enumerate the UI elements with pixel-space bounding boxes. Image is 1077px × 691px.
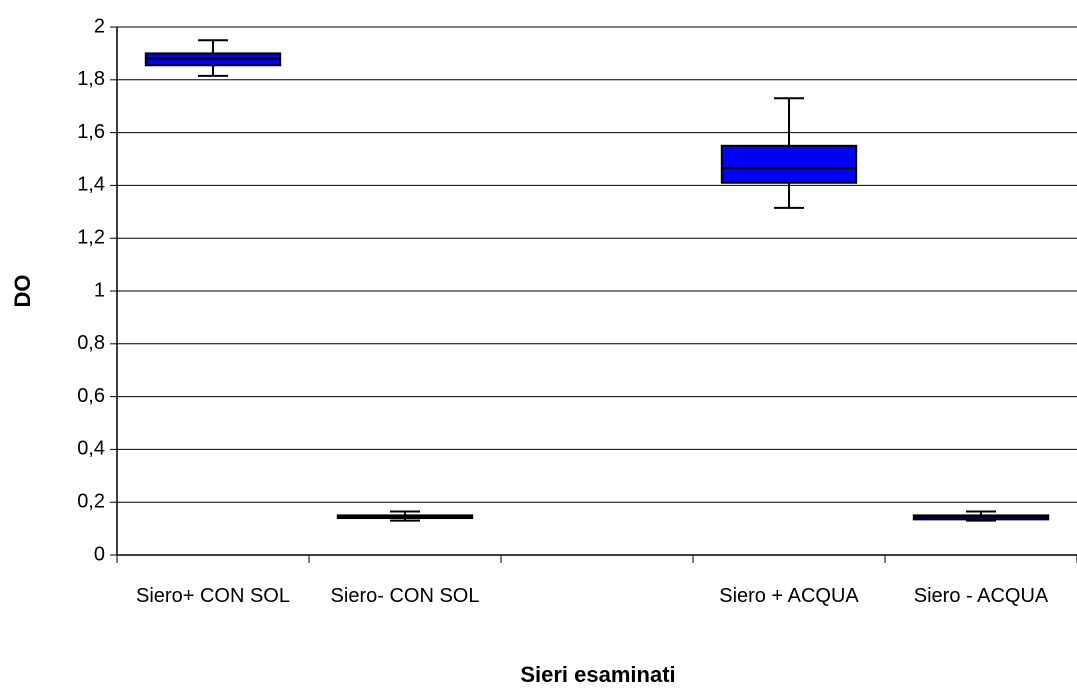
y-axis-title: DO	[10, 275, 35, 308]
y-tick-label: 1,4	[77, 174, 105, 196]
x-tick-label: Siero+ CON SOL	[136, 585, 290, 607]
box	[720, 144, 858, 184]
y-tick-label: 1,8	[77, 68, 105, 90]
y-tick-label: 1,2	[77, 226, 105, 248]
y-tick-label: 0,4	[77, 438, 105, 460]
x-axis-title: Sieri esaminati	[520, 662, 675, 687]
y-tick-label: 2	[94, 15, 105, 37]
x-tick-label: Siero + ACQUA	[719, 585, 859, 607]
x-tick-label: Siero - ACQUA	[913, 585, 1049, 607]
y-tick-label: 0,8	[77, 332, 105, 354]
y-tick-label: 1,6	[77, 121, 105, 143]
y-tick-label: 0	[94, 543, 105, 565]
y-tick-label: 0,6	[77, 385, 105, 407]
x-tick-label: Siero- CON SOL	[330, 585, 480, 607]
y-tick-label: 0,2	[77, 490, 105, 512]
y-tick-label: 1	[94, 279, 105, 301]
